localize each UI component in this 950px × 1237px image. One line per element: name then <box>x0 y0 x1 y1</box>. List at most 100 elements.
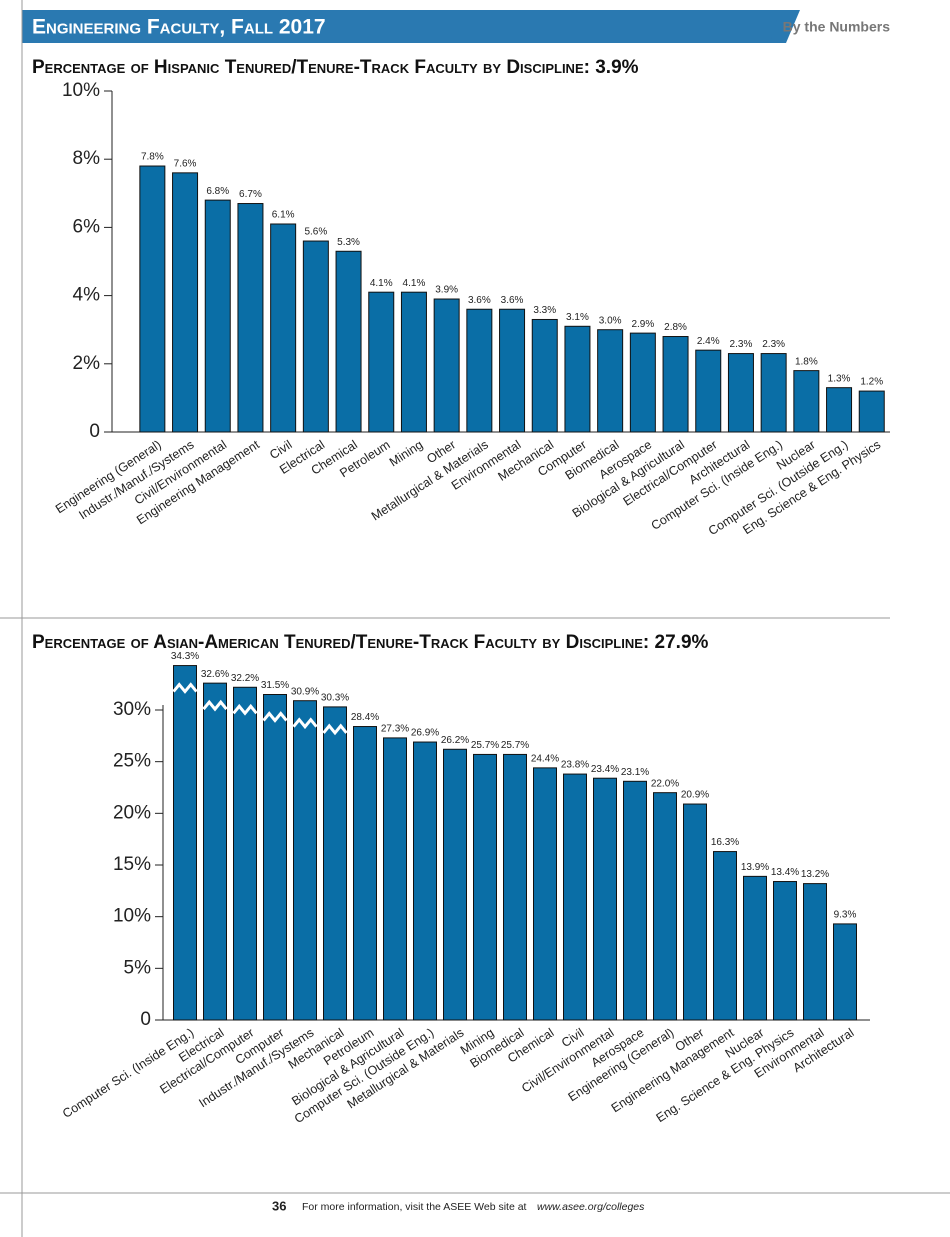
bar <box>400 291 427 433</box>
bar <box>743 875 767 1021</box>
bar <box>858 390 885 433</box>
value-label: 13.2% <box>801 869 829 880</box>
value-label: 25.7% <box>501 740 529 751</box>
value-label: 16.3% <box>711 837 739 848</box>
bar <box>499 308 526 433</box>
axis-break <box>322 723 348 736</box>
axis-break <box>202 699 228 712</box>
bar <box>270 223 297 433</box>
value-label: 13.9% <box>741 862 769 873</box>
value-label: 9.3% <box>834 910 857 921</box>
value-label: 23.1% <box>621 767 649 778</box>
bar <box>531 318 558 433</box>
bar <box>383 737 407 1021</box>
header-section: By the Numbers <box>783 19 891 35</box>
value-label: 34.3% <box>171 651 199 662</box>
value-label: 2.8% <box>664 322 687 333</box>
value-label: 7.8% <box>141 152 164 163</box>
y-tick-label: 0 <box>89 421 100 442</box>
bar <box>833 923 857 1021</box>
value-label: 26.9% <box>411 728 439 739</box>
y-tick-label: 25% <box>113 751 151 772</box>
value-label: 4.1% <box>370 278 393 289</box>
bar <box>263 694 287 1021</box>
value-label: 5.3% <box>337 237 360 248</box>
y-tick-label: 10% <box>62 80 100 101</box>
header-title: Engineering Faculty, Fall 2017 <box>32 16 326 39</box>
bar <box>302 240 329 433</box>
value-label: 32.6% <box>201 669 229 680</box>
bar <box>727 353 754 433</box>
y-tick-label: 5% <box>124 957 152 978</box>
bar <box>172 172 199 433</box>
header-band <box>22 10 780 43</box>
bar <box>323 706 347 1021</box>
bar <box>335 250 362 433</box>
y-tick-label: 0 <box>140 1009 151 1030</box>
bar <box>533 767 557 1021</box>
value-label: 28.4% <box>351 712 379 723</box>
bar <box>629 332 656 433</box>
bar <box>203 682 227 1021</box>
bar <box>683 803 707 1021</box>
value-label: 1.3% <box>828 373 851 384</box>
bar <box>233 686 257 1021</box>
bar <box>473 753 497 1021</box>
value-label: 2.4% <box>697 336 720 347</box>
y-tick-label: 15% <box>113 854 151 875</box>
page-number: 36 <box>272 1198 286 1213</box>
bar <box>204 199 231 433</box>
bar <box>662 336 689 433</box>
footer-link: www.asee.org/colleges <box>537 1201 645 1213</box>
value-label: 22.0% <box>651 778 679 789</box>
y-tick-label: 30% <box>113 699 151 720</box>
bar <box>623 780 647 1021</box>
bar <box>413 741 437 1021</box>
value-label: 1.8% <box>795 356 818 367</box>
value-label: 20.9% <box>681 790 709 801</box>
header-band-tip <box>770 10 800 43</box>
bar <box>443 748 467 1021</box>
value-label: 32.2% <box>231 673 259 684</box>
value-label: 3.9% <box>435 285 458 296</box>
x-tick-label: Mining <box>387 438 426 470</box>
bar <box>353 726 377 1021</box>
axis-break <box>292 717 318 730</box>
value-label: 23.4% <box>591 764 619 775</box>
y-tick-label: 4% <box>73 285 101 306</box>
bar <box>293 700 317 1021</box>
value-label: 30.3% <box>321 693 349 704</box>
bar <box>139 165 166 433</box>
value-label: 3.6% <box>501 295 524 306</box>
bar <box>237 203 264 433</box>
bar <box>503 753 527 1021</box>
bar <box>793 370 820 433</box>
y-tick-label: 10% <box>113 906 151 927</box>
axis-break <box>232 703 258 716</box>
value-label: 4.1% <box>403 278 426 289</box>
value-label: 2.3% <box>762 339 785 350</box>
bar <box>593 777 617 1021</box>
value-label: 30.9% <box>291 686 319 697</box>
chart-title: Percentage of Asian-American Tenured/Ten… <box>32 632 709 653</box>
value-label: 23.8% <box>561 760 589 771</box>
value-label: 26.2% <box>441 735 469 746</box>
chart-title: Percentage of Hispanic Tenured/Tenure-Tr… <box>32 57 639 78</box>
value-label: 2.9% <box>631 319 654 330</box>
y-tick-label: 20% <box>113 802 151 823</box>
bar <box>760 353 787 433</box>
value-label: 3.6% <box>468 295 491 306</box>
value-label: 25.7% <box>471 740 499 751</box>
y-tick-label: 2% <box>73 353 101 374</box>
value-label: 1.2% <box>860 377 883 388</box>
value-label: 2.3% <box>730 339 753 350</box>
bar <box>466 308 493 433</box>
value-label: 6.1% <box>272 210 295 221</box>
bar <box>597 329 624 433</box>
value-label: 7.6% <box>174 158 197 169</box>
value-label: 13.4% <box>771 867 799 878</box>
value-label: 24.4% <box>531 754 559 765</box>
value-label: 3.1% <box>566 312 589 323</box>
